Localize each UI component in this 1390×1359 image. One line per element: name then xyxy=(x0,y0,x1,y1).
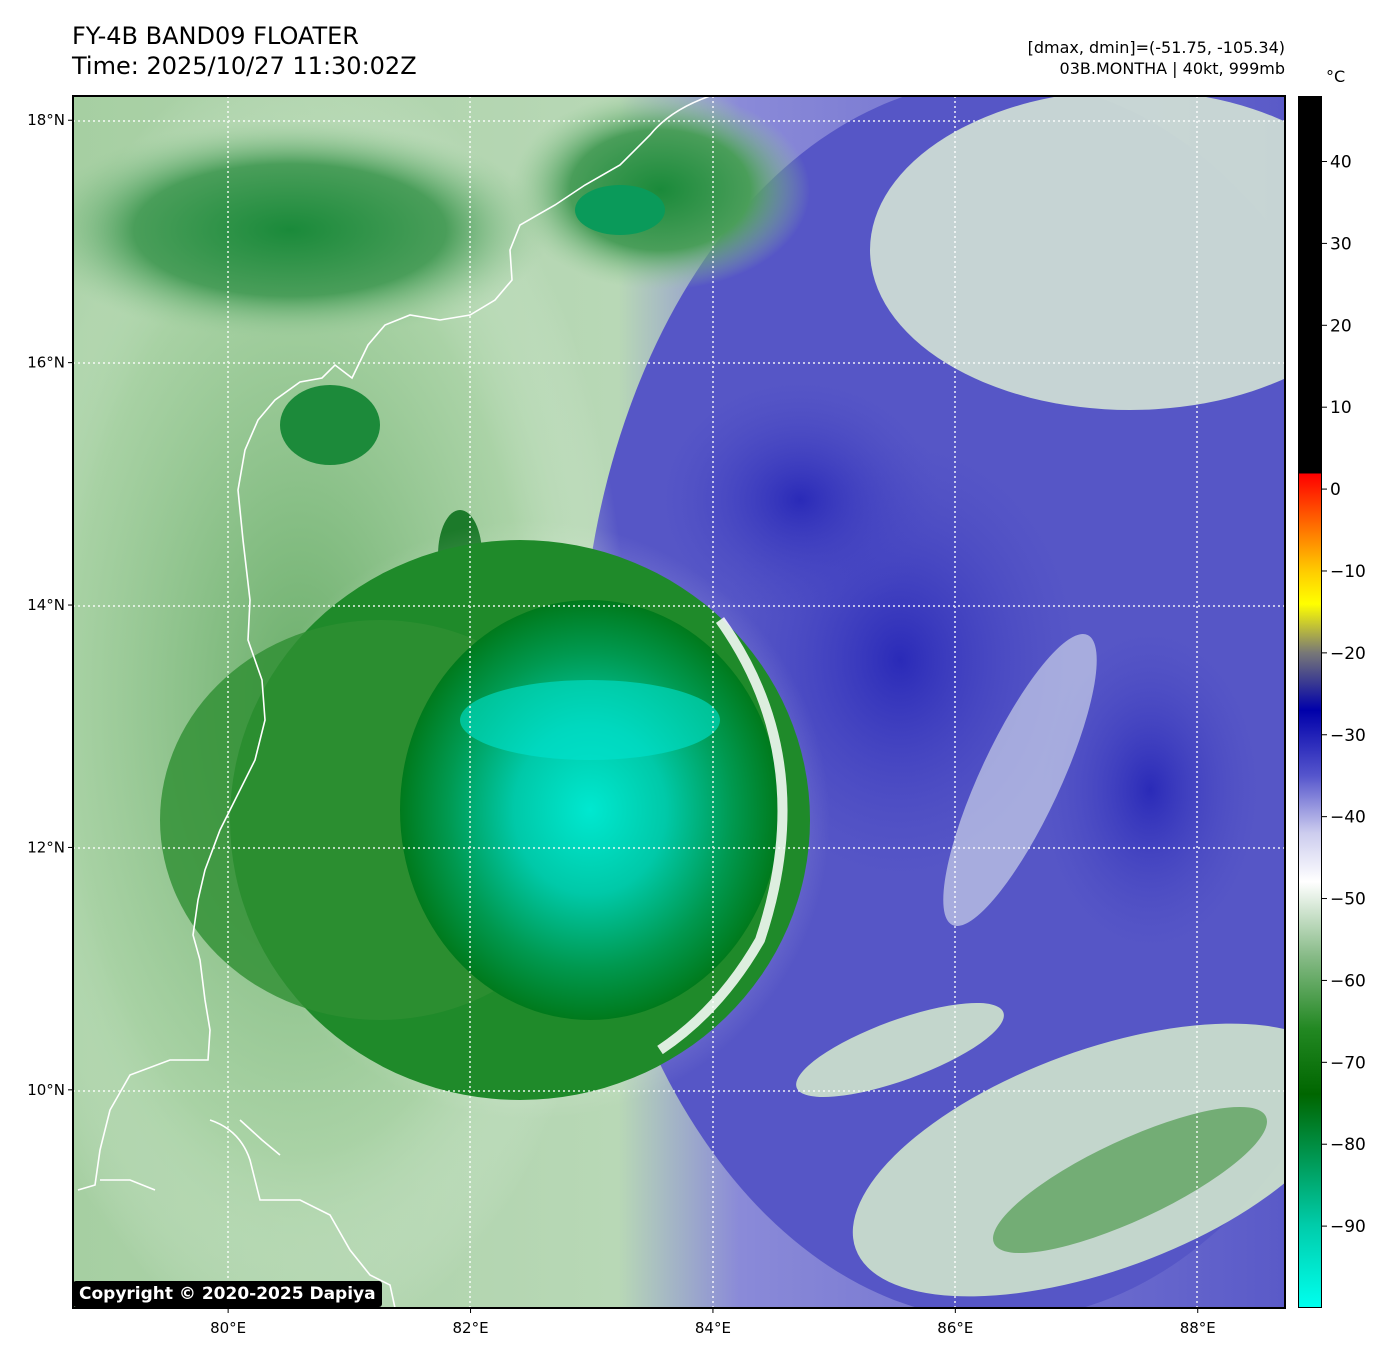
lat-tick-label: 14°N xyxy=(27,596,65,614)
colorbar-tick-label: 40 xyxy=(1330,153,1352,173)
latitude-axis: 18°N 16°N 14°N 12°N 10°N xyxy=(27,111,73,1099)
lon-tick-label: 86°E xyxy=(937,1319,973,1337)
longitude-axis: 80°E 82°E 84°E 86°E 88°E xyxy=(210,1308,1216,1337)
colorbar-tick-label: −70 xyxy=(1330,1053,1366,1073)
lon-tick-label: 84°E xyxy=(695,1319,731,1337)
colorbar-axis: 40 30 20 10 0 −10 −20 −30 −40 −50 −60 −70 −80 −90 xyxy=(1322,153,1366,1237)
colorbar-tick-label: −30 xyxy=(1330,726,1366,746)
lon-tick-label: 80°E xyxy=(210,1319,246,1337)
lat-tick-label: 10°N xyxy=(27,1081,65,1099)
imagery-layer xyxy=(73,96,1285,1308)
colorbar-tick-label: 0 xyxy=(1330,480,1341,500)
data-range: [dmax, dmin]=(-51.75, -105.34) xyxy=(1027,38,1285,57)
timestamp: Time: 2025/10/27 11:30:02Z xyxy=(72,52,417,80)
lat-tick-label: 16°N xyxy=(27,354,65,372)
colorbar-tick-label: −10 xyxy=(1330,562,1366,582)
lat-tick-label: 18°N xyxy=(27,111,65,129)
plot-frame xyxy=(72,95,1286,1309)
colorbar-tick-label: −80 xyxy=(1330,1135,1366,1155)
colorbar-tick-label: −40 xyxy=(1330,808,1366,828)
lon-tick-label: 82°E xyxy=(452,1319,488,1337)
colorbar xyxy=(1298,96,1322,1308)
colorbar-tick-label: 10 xyxy=(1330,398,1352,418)
colorbar-tick-label: 20 xyxy=(1330,316,1352,336)
gridlines xyxy=(73,96,1285,1308)
colorbar-tick-label: 30 xyxy=(1330,234,1352,254)
colorbar-tick-label: −60 xyxy=(1330,971,1366,991)
colorbar-tick-label: −90 xyxy=(1330,1217,1366,1237)
colorbar-tick-label: −20 xyxy=(1330,644,1366,664)
storm-info: 03B.MONTHA | 40kt, 999mb xyxy=(1059,59,1285,78)
lon-tick-label: 88°E xyxy=(1180,1319,1216,1337)
map-title: FY-4B BAND09 FLOATER xyxy=(72,22,359,50)
colorbar-unit: °C xyxy=(1326,67,1346,86)
colorbar-tick-label: −50 xyxy=(1330,890,1366,910)
lat-tick-label: 12°N xyxy=(27,838,65,856)
copyright-label: Copyright © 2020-2025 Dapiya xyxy=(73,1281,382,1307)
coastline xyxy=(77,96,711,1308)
